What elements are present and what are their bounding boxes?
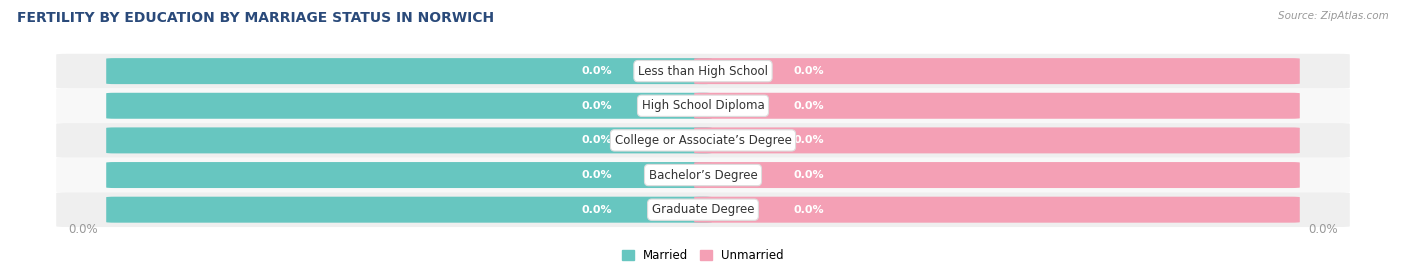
Text: 0.0%: 0.0% <box>582 101 613 111</box>
Text: Graduate Degree: Graduate Degree <box>652 203 754 216</box>
Text: Bachelor’s Degree: Bachelor’s Degree <box>648 168 758 181</box>
FancyBboxPatch shape <box>695 127 1299 153</box>
Text: FERTILITY BY EDUCATION BY MARRIAGE STATUS IN NORWICH: FERTILITY BY EDUCATION BY MARRIAGE STATU… <box>17 11 494 25</box>
Text: 0.0%: 0.0% <box>582 66 613 76</box>
Text: 0.0%: 0.0% <box>582 170 613 180</box>
FancyBboxPatch shape <box>695 93 1299 119</box>
Text: High School Diploma: High School Diploma <box>641 99 765 112</box>
Text: College or Associate’s Degree: College or Associate’s Degree <box>614 134 792 147</box>
FancyBboxPatch shape <box>107 127 711 153</box>
FancyBboxPatch shape <box>107 58 711 84</box>
FancyBboxPatch shape <box>695 162 1299 188</box>
Text: 0.0%: 0.0% <box>582 205 613 215</box>
FancyBboxPatch shape <box>56 158 1350 192</box>
FancyBboxPatch shape <box>56 123 1350 158</box>
FancyBboxPatch shape <box>695 197 1299 223</box>
FancyBboxPatch shape <box>56 192 1350 227</box>
Legend: Married, Unmarried: Married, Unmarried <box>617 244 789 267</box>
FancyBboxPatch shape <box>107 197 711 223</box>
Text: 0.0%: 0.0% <box>793 66 824 76</box>
Text: 0.0%: 0.0% <box>793 205 824 215</box>
Text: 0.0%: 0.0% <box>582 135 613 146</box>
FancyBboxPatch shape <box>56 54 1350 89</box>
FancyBboxPatch shape <box>695 58 1299 84</box>
FancyBboxPatch shape <box>107 93 711 119</box>
Text: 0.0%: 0.0% <box>793 101 824 111</box>
Text: 0.0%: 0.0% <box>793 170 824 180</box>
FancyBboxPatch shape <box>56 89 1350 123</box>
Text: Source: ZipAtlas.com: Source: ZipAtlas.com <box>1278 11 1389 21</box>
Text: 0.0%: 0.0% <box>793 135 824 146</box>
Text: 0.0%: 0.0% <box>1309 223 1339 236</box>
Text: Less than High School: Less than High School <box>638 65 768 77</box>
FancyBboxPatch shape <box>107 162 711 188</box>
Text: 0.0%: 0.0% <box>67 223 97 236</box>
